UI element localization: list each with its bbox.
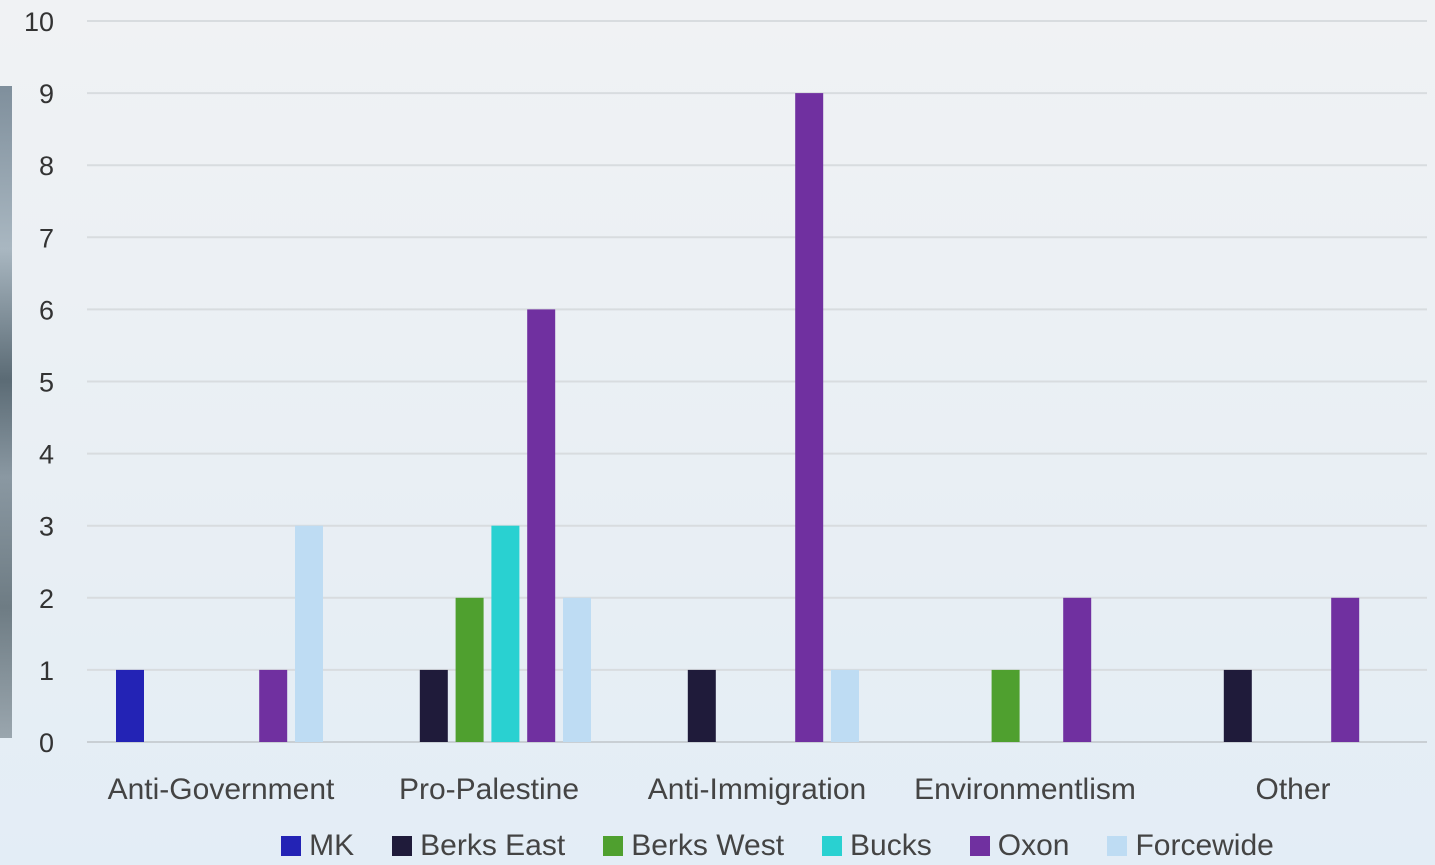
legend-label: MK xyxy=(309,828,355,862)
bar xyxy=(116,669,144,742)
bar xyxy=(831,669,859,742)
x-category-label: Pro-Palestine xyxy=(399,773,579,806)
legend-label: Forcewide xyxy=(1135,828,1274,862)
bar xyxy=(455,597,484,742)
y-tick-label: 8 xyxy=(39,151,54,181)
legend-swatch xyxy=(392,835,413,856)
bar xyxy=(1223,669,1252,742)
bar xyxy=(991,669,1020,742)
bar xyxy=(563,597,591,742)
legend-label: Oxon xyxy=(997,828,1070,862)
legend-swatch xyxy=(822,835,843,856)
legend-label: Berks West xyxy=(631,828,785,862)
background-photo-edge xyxy=(0,86,12,738)
bar xyxy=(295,525,323,742)
legend-label: Berks East xyxy=(420,828,566,862)
legend-item: Berks West xyxy=(603,829,784,863)
bars xyxy=(116,93,1360,743)
legend-item: Forcewide xyxy=(1107,828,1274,863)
y-tick-label: 9 xyxy=(39,79,54,109)
legend-label: Bucks xyxy=(850,828,932,862)
legend-item: Bucks xyxy=(822,829,932,863)
x-category-label: Environmentlism xyxy=(914,773,1136,806)
legend-item: Oxon xyxy=(969,828,1070,863)
legend-swatch xyxy=(603,835,624,856)
y-tick-label: 7 xyxy=(39,223,54,253)
legend: MK Berks East Berks West Bucks Oxon Forcewide xyxy=(0,826,1435,865)
y-axis-ticks: 0 1 2 3 4 5 6 7 8 9 10 xyxy=(24,7,54,758)
legend-swatch xyxy=(281,835,302,856)
y-tick-label: 0 xyxy=(39,728,54,758)
y-tick-label: 1 xyxy=(39,656,54,686)
y-tick-label: 5 xyxy=(39,368,54,398)
y-tick-label: 10 xyxy=(24,7,54,37)
x-category-label: Anti-Government xyxy=(108,773,335,806)
bar xyxy=(259,669,288,742)
y-tick-label: 6 xyxy=(39,295,54,325)
bar xyxy=(795,93,824,743)
y-tick-label: 2 xyxy=(39,584,54,614)
y-tick-label: 3 xyxy=(39,512,54,542)
bar xyxy=(687,669,716,742)
legend-item: MK xyxy=(281,829,354,863)
bar xyxy=(1063,597,1092,742)
legend-item: Berks East xyxy=(392,829,565,863)
legend-swatch xyxy=(969,835,990,856)
x-axis-categories: Anti-Government Pro-Palestine Anti-Immigra… xyxy=(108,773,1331,806)
gridlines xyxy=(87,20,1427,743)
legend-swatch xyxy=(1107,835,1128,856)
x-category-label: Other xyxy=(1255,773,1330,806)
bar xyxy=(491,525,520,742)
bar xyxy=(419,669,448,742)
x-category-label: Anti-Immigration xyxy=(648,773,866,806)
bar xyxy=(1331,597,1360,742)
bar xyxy=(527,309,556,742)
y-tick-label: 4 xyxy=(39,440,54,470)
bar-chart: 0 1 2 3 4 5 6 7 8 9 10 Anti-Government Pro-Palestin… xyxy=(24,7,1427,806)
